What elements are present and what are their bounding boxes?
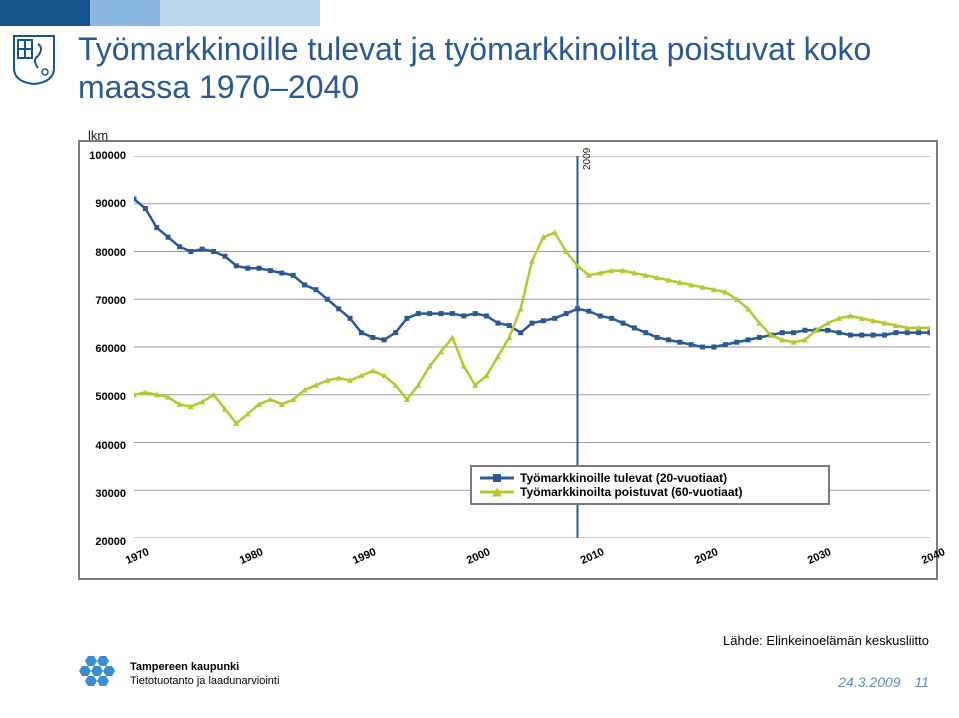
top-stripe	[0, 0, 959, 26]
footer-dept: Tietotuotanto ja laadunarviointi	[130, 675, 279, 689]
date-text: 24.3.2009	[838, 674, 900, 690]
x-tick-label: 2010	[579, 546, 606, 567]
stripe-segment	[0, 0, 90, 26]
y-tick-label: 30000	[95, 488, 126, 500]
slide: Työmarkkinoille tulevat ja työmarkkinoil…	[0, 0, 959, 718]
y-tick-label: 90000	[95, 198, 126, 210]
y-axis-labels: 20000 30000 40000 50000 60000 70000 80000 90000…	[80, 142, 130, 578]
slide-number: 11	[914, 674, 929, 690]
footer-text: Tampereen kaupunki Tietotuotanto ja laad…	[130, 661, 279, 689]
legend-label: Työmarkkinoille tulevat (20-vuotiaat)	[520, 471, 727, 485]
x-tick-label: 2000	[465, 546, 492, 567]
year-marker-label: 2009	[582, 148, 593, 170]
y-tick-label: 80000	[95, 247, 126, 259]
footer-org: Tampereen kaupunki	[130, 661, 279, 675]
source-text: Lähde: Elinkeinoelämän keskusliitto	[723, 633, 929, 648]
x-axis-labels: 19701980199020002010202020302040	[134, 544, 930, 574]
y-tick-label: 20000	[95, 536, 126, 548]
y-tick-label: 40000	[95, 440, 126, 452]
legend-row: Työmarkkinoilta poistuvat (60-vuotiaat)	[480, 485, 820, 499]
x-tick-label: 2020	[692, 546, 719, 567]
y-tick-label: 100000	[89, 150, 126, 162]
footer-date: 24.3.2009 11	[838, 674, 929, 690]
y-tick-label: 70000	[95, 295, 126, 307]
chart-container: 20000 30000 40000 50000 60000 70000 80000 90000…	[78, 140, 938, 580]
stripe-segment	[160, 0, 320, 26]
y-tick-label: 60000	[95, 343, 126, 355]
stripe-segment	[320, 0, 959, 26]
legend-swatch	[480, 485, 514, 499]
footer: Tampereen kaupunki Tietotuotanto ja laad…	[78, 656, 279, 694]
x-tick-label: 2040	[920, 546, 947, 567]
legend: Työmarkkinoille tulevat (20-vuotiaat)Työ…	[470, 465, 830, 505]
y-tick-label: 50000	[95, 391, 126, 403]
legend-label: Työmarkkinoilta poistuvat (60-vuotiaat)	[520, 485, 743, 499]
x-tick-label: 2030	[806, 546, 833, 567]
slide-title: Työmarkkinoille tulevat ja työmarkkinoil…	[78, 30, 929, 107]
x-tick-label: 1990	[351, 546, 378, 567]
hex-logo-icon	[78, 656, 120, 694]
stripe-segment	[90, 0, 160, 26]
x-tick-label: 1980	[238, 546, 265, 567]
legend-swatch	[480, 471, 514, 485]
tampere-emblem	[12, 34, 56, 86]
legend-row: Työmarkkinoille tulevat (20-vuotiaat)	[480, 471, 820, 485]
